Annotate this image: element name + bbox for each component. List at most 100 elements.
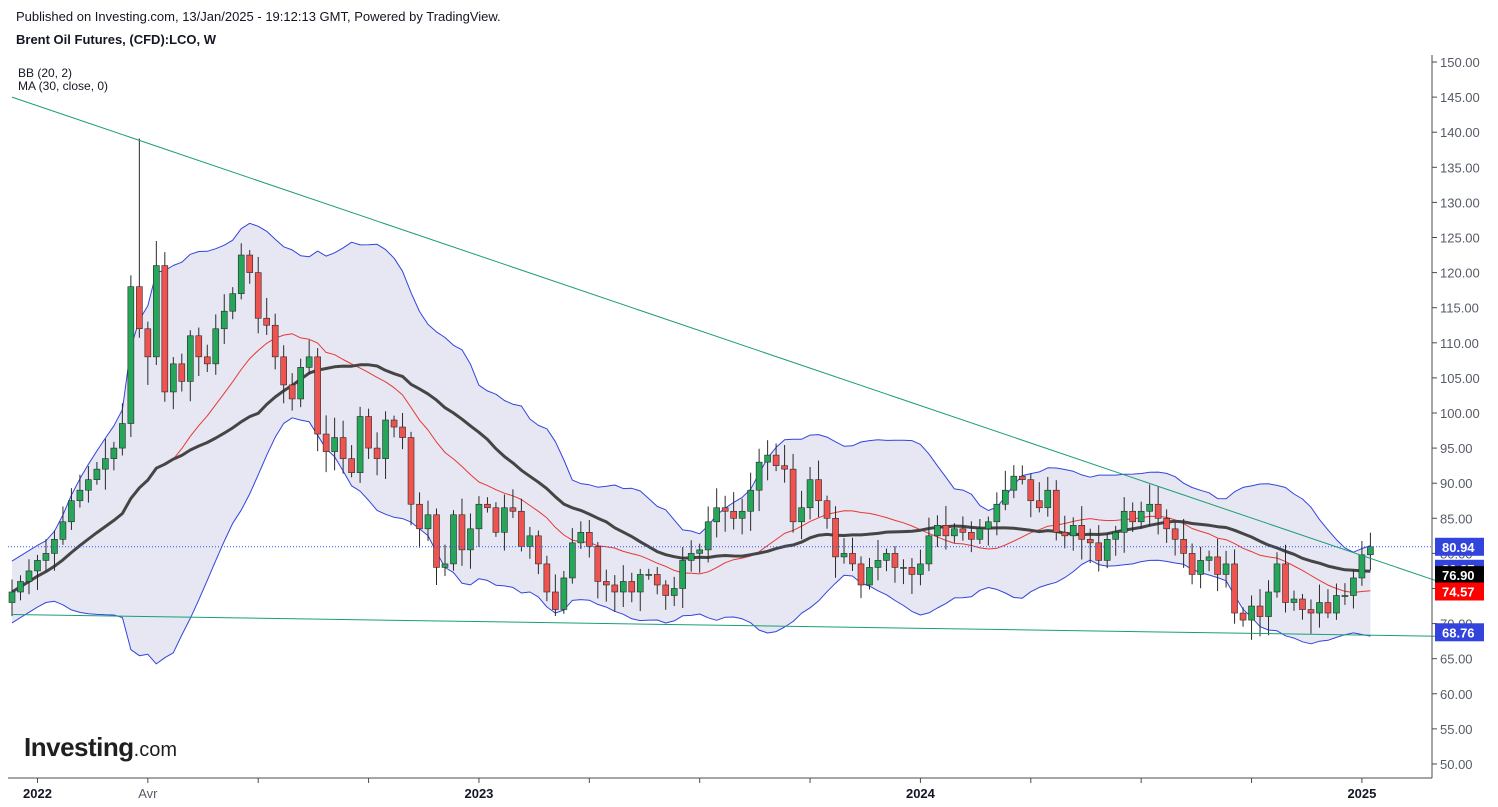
candle-body[interactable] [1214,556,1221,575]
candle-body[interactable] [102,458,109,470]
candle-body[interactable] [119,423,126,449]
candle-body[interactable] [1035,500,1043,509]
candle-body[interactable] [373,447,381,459]
candle-body[interactable] [1316,602,1323,614]
candle-body[interactable] [645,574,653,576]
candle-body[interactable] [161,265,169,393]
candle-body[interactable] [772,454,780,466]
candle-body[interactable] [382,419,389,459]
candle-body[interactable] [925,535,933,565]
candle-body[interactable] [322,433,330,452]
candle-body[interactable] [424,514,432,530]
candle-body[interactable] [908,567,916,575]
candle-body[interactable] [271,324,279,358]
candle-body[interactable] [314,356,321,435]
candle-body[interactable] [127,286,135,424]
candle-body[interactable] [25,570,33,582]
candle-body[interactable] [450,514,457,565]
candle-body[interactable] [501,507,508,533]
candle-body[interactable] [815,479,822,502]
candle-body[interactable] [484,503,491,509]
candle-body[interactable] [237,254,245,294]
candle-body[interactable] [229,293,237,312]
candle-body[interactable] [178,363,186,382]
candle-body[interactable] [1358,554,1366,579]
candle-body[interactable] [747,489,754,512]
candle-body[interactable] [1010,475,1018,491]
candle-body[interactable] [1171,528,1179,540]
candle-body[interactable] [552,591,559,610]
candle-body[interactable] [959,528,967,533]
candle-body[interactable] [730,510,737,519]
candle-body[interactable] [365,416,372,449]
candle-body[interactable] [68,500,75,523]
candle-body[interactable] [1273,563,1281,593]
candle-body[interactable] [840,553,848,558]
candle-body[interactable] [823,500,831,519]
candle-body[interactable] [17,581,24,593]
candle-body[interactable] [136,286,143,330]
candle-body[interactable] [254,272,262,319]
candle-body[interactable] [619,581,627,593]
candle-body[interactable] [891,553,899,568]
candle-body[interactable] [1095,542,1103,561]
candle-body[interactable] [628,581,636,593]
candle-body[interactable] [348,458,355,473]
candle-body[interactable] [1052,489,1060,533]
candle-body[interactable] [602,581,610,586]
candle-body[interactable] [144,328,152,358]
candle-body[interactable] [1137,510,1145,523]
candle-body[interactable] [1299,598,1306,610]
candle-body[interactable] [713,507,720,523]
candle-body[interactable] [866,567,873,586]
candle-body[interactable] [611,584,619,593]
candle-body[interactable] [1282,563,1289,603]
candle-body[interactable] [203,356,211,365]
candle-body[interactable] [883,553,890,561]
bollinger-bands-legend[interactable]: BB (20, 2) [18,66,73,80]
candle-body[interactable] [297,367,304,400]
candle-body[interactable] [331,437,338,452]
candle-body[interactable] [186,335,194,382]
candle-body[interactable] [1180,539,1187,554]
candle-body[interactable] [1222,563,1230,575]
candle-body[interactable] [76,489,84,502]
candle-body[interactable] [1129,510,1136,523]
candle-body[interactable] [263,317,271,326]
candle-body[interactable] [220,310,228,330]
candle-body[interactable] [704,521,712,551]
candle-body[interactable] [849,553,856,565]
candle-body[interactable] [1265,591,1272,617]
candle-body[interactable] [636,574,644,593]
candle-body[interactable] [1248,605,1255,621]
candle-body[interactable] [1350,577,1357,596]
candle-body[interactable] [59,521,67,540]
candle-body[interactable] [509,507,517,512]
candle-body[interactable] [900,567,907,569]
candle-body[interactable] [1333,595,1340,614]
candle-body[interactable] [1112,532,1119,540]
candle-body[interactable] [1002,489,1009,505]
candle-body[interactable] [1044,489,1052,509]
candle-body[interactable] [535,535,542,565]
candle-body[interactable] [1069,525,1077,537]
moving-average-legend[interactable]: MA (30, close, 0) [18,79,109,93]
candle-body[interactable] [8,591,16,603]
candle-body[interactable] [934,525,941,537]
candle-body[interactable] [1120,510,1128,533]
candle-body[interactable] [781,465,788,470]
candle-body[interactable] [85,479,92,491]
candle-body[interactable] [951,528,958,537]
candle-body[interactable] [670,588,678,596]
candle-body[interactable] [1061,532,1069,537]
candle-body[interactable] [1197,560,1204,575]
candle-body[interactable] [1019,475,1026,480]
candle-body[interactable] [755,461,763,491]
candle-body[interactable] [993,503,1001,523]
candle-body[interactable] [1341,595,1349,597]
candle-body[interactable] [1367,546,1374,556]
candle-body[interactable] [1086,539,1094,544]
candle-body[interactable] [1103,539,1111,561]
candle-body[interactable] [305,356,313,368]
support-trendline[interactable] [11,613,1439,637]
